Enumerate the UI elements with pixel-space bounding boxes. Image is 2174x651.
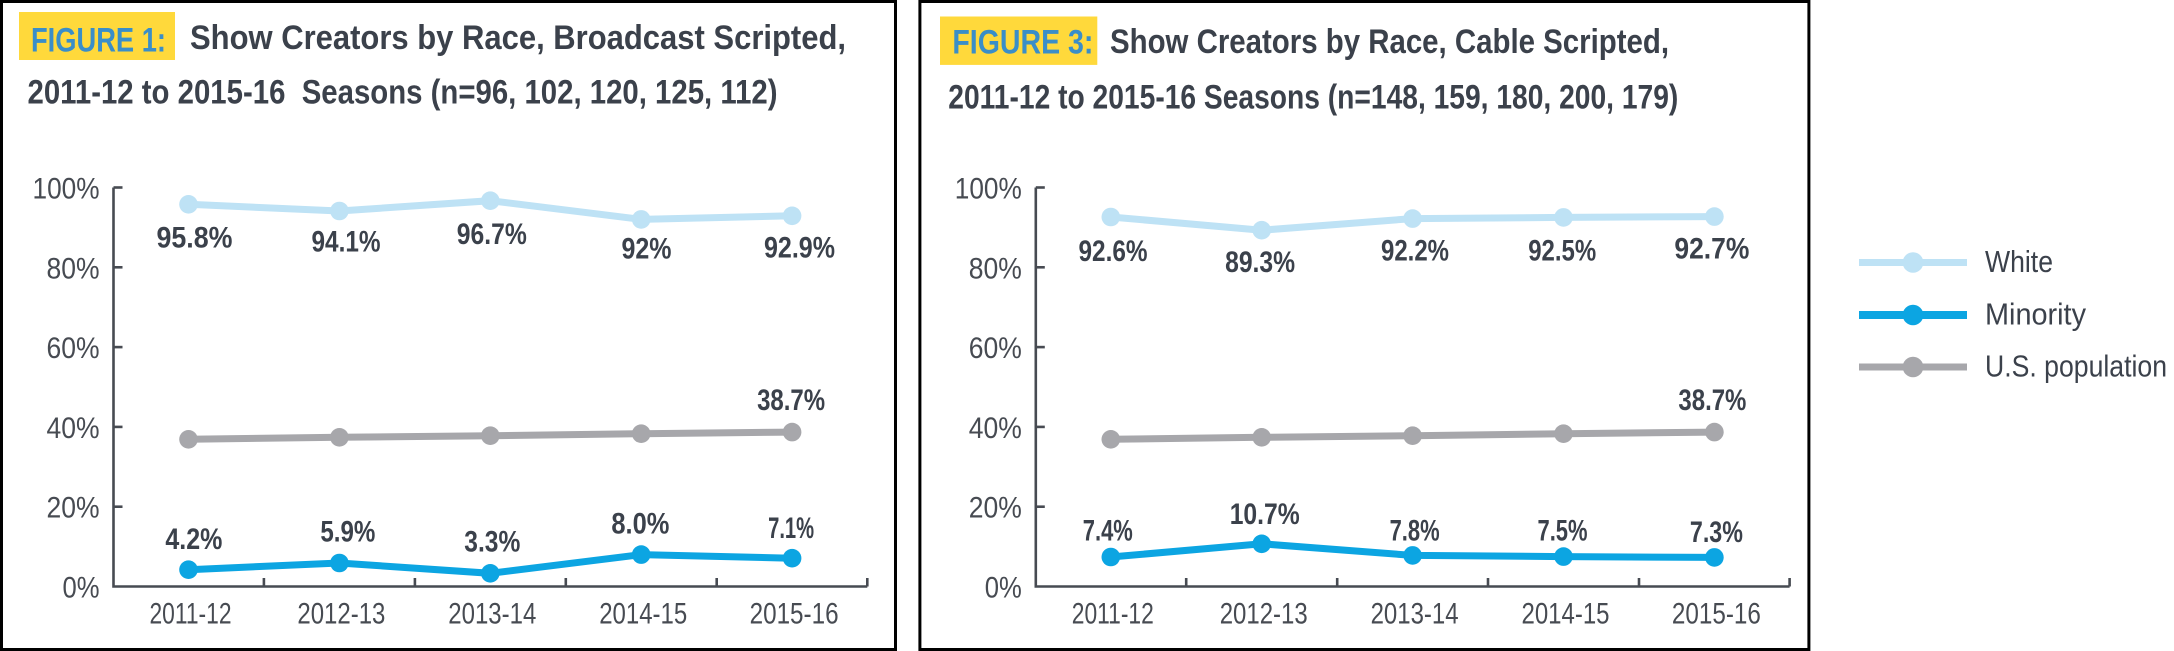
svg-text:2015-16: 2015-16 — [1672, 598, 1761, 631]
svg-text:20%: 20% — [47, 492, 100, 525]
svg-text:92%: 92% — [622, 232, 672, 265]
svg-text:FIGURE 1:: FIGURE 1: — [31, 22, 166, 60]
svg-text:U.S. population: U.S. population — [1985, 349, 2167, 384]
svg-text:2011-12 to 2015-16 Seasons (n: 2011-12 to 2015-16 Seasons (n=96, 102, 1… — [28, 74, 778, 112]
svg-text:5.9%: 5.9% — [320, 515, 375, 548]
svg-text:20%: 20% — [969, 492, 1022, 525]
svg-text:7.3%: 7.3% — [1690, 516, 1743, 549]
svg-text:2014-15: 2014-15 — [599, 598, 687, 631]
svg-text:0%: 0% — [63, 572, 100, 605]
svg-text:7.8%: 7.8% — [1390, 515, 1440, 548]
svg-text:2011-12 to 2015-16 Seasons (n=: 2011-12 to 2015-16 Seasons (n=148, 159, … — [948, 79, 1678, 117]
svg-text:Minority: Minority — [1985, 297, 2086, 332]
svg-text:FIGURE 3:: FIGURE 3: — [952, 24, 1093, 62]
svg-text:2013-14: 2013-14 — [448, 598, 536, 631]
svg-text:100%: 100% — [955, 173, 1022, 206]
svg-text:95.8%: 95.8% — [157, 222, 233, 255]
svg-text:60%: 60% — [47, 332, 100, 365]
svg-text:0%: 0% — [985, 572, 1022, 605]
svg-text:38.7%: 38.7% — [757, 384, 825, 417]
svg-text:7.1%: 7.1% — [768, 512, 814, 545]
svg-text:100%: 100% — [33, 173, 100, 206]
svg-text:2012-13: 2012-13 — [1220, 598, 1308, 631]
svg-text:7.4%: 7.4% — [1083, 515, 1133, 548]
svg-text:White: White — [1985, 244, 2053, 279]
svg-text:2012-13: 2012-13 — [297, 598, 385, 631]
svg-text:40%: 40% — [969, 412, 1022, 445]
svg-text:Show Creators by Race, Broadca: Show Creators by Race, Broadcast Scripte… — [190, 19, 846, 57]
svg-text:10.7%: 10.7% — [1230, 498, 1300, 531]
svg-text:2014-15: 2014-15 — [1522, 598, 1610, 631]
svg-text:92.7%: 92.7% — [1674, 233, 1749, 266]
svg-text:8.0%: 8.0% — [611, 508, 669, 541]
svg-text:92.6%: 92.6% — [1079, 235, 1148, 268]
svg-text:3.3%: 3.3% — [464, 526, 520, 559]
svg-text:40%: 40% — [47, 412, 100, 445]
svg-text:4.2%: 4.2% — [165, 523, 222, 556]
svg-text:2011-12: 2011-12 — [1072, 598, 1154, 631]
svg-text:7.5%: 7.5% — [1538, 515, 1588, 548]
svg-text:96.7%: 96.7% — [457, 218, 527, 251]
svg-text:2015-16: 2015-16 — [750, 598, 839, 631]
svg-text:92.2%: 92.2% — [1381, 235, 1449, 268]
svg-text:38.7%: 38.7% — [1678, 384, 1746, 417]
svg-text:92.5%: 92.5% — [1528, 235, 1596, 268]
svg-text:89.3%: 89.3% — [1225, 246, 1295, 279]
svg-text:80%: 80% — [969, 252, 1022, 285]
svg-text:2011-12: 2011-12 — [150, 598, 232, 631]
svg-text:60%: 60% — [969, 332, 1022, 365]
svg-text:92.9%: 92.9% — [764, 232, 835, 265]
svg-text:Show Creators by Race, Cable S: Show Creators by Race, Cable Scripted, — [1110, 23, 1669, 61]
svg-text:94.1%: 94.1% — [312, 225, 381, 258]
svg-text:2013-14: 2013-14 — [1371, 598, 1459, 631]
svg-text:80%: 80% — [47, 252, 100, 285]
